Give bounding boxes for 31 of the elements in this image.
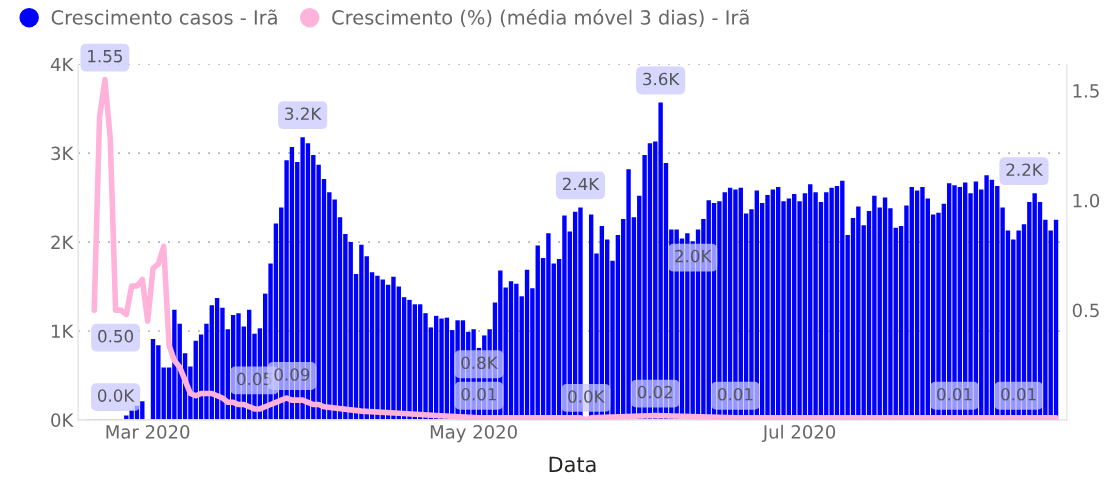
data-label: 2.2K: [1006, 163, 1044, 176]
legend-label: Crescimento casos - Irã: [51, 9, 277, 25]
data-label: 0.8K: [461, 356, 499, 370]
data-label: 0.01: [937, 387, 972, 401]
data-label: 0.09: [274, 368, 310, 381]
y2-tick-label: 1.5: [1073, 84, 1099, 98]
data-label: 1.55: [88, 50, 123, 63]
data-label: 3.6K: [643, 72, 680, 86]
data-label: 0.0K: [97, 389, 135, 402]
legend-label: Crescimento (%) (média móvel 3 dias) - Irã: [332, 8, 749, 28]
x-tick-label: May 2020: [430, 425, 517, 443]
y-tick-label: 0K: [51, 413, 74, 428]
y-tick-label: 1K: [51, 324, 74, 338]
data-label: 3.2K: [285, 107, 322, 121]
data-label: 2.0K: [675, 249, 712, 263]
data-label: 0.01: [1001, 387, 1036, 401]
y-tick-label: 3K: [51, 146, 74, 161]
data-label: 0.05: [237, 372, 272, 386]
data-label: 0.0K: [568, 390, 605, 403]
y2-tick-label: 0.5: [1072, 303, 1099, 318]
data-label: 0.02: [637, 385, 673, 399]
data-label: 0.50: [98, 329, 134, 343]
y-tick-label: 2K: [51, 235, 74, 249]
data-label: 0.01: [717, 387, 753, 401]
y2-tick-label: 1.0: [1073, 193, 1100, 208]
data-label: 2.4K: [562, 177, 600, 191]
x-axis-title: Data: [549, 456, 596, 473]
x-tick-label: Jul 2020: [761, 424, 836, 443]
data-label: 0.01: [461, 387, 496, 401]
y-tick-label: 4K: [50, 57, 74, 72]
x-tick-label: Mar 2020: [106, 425, 190, 439]
